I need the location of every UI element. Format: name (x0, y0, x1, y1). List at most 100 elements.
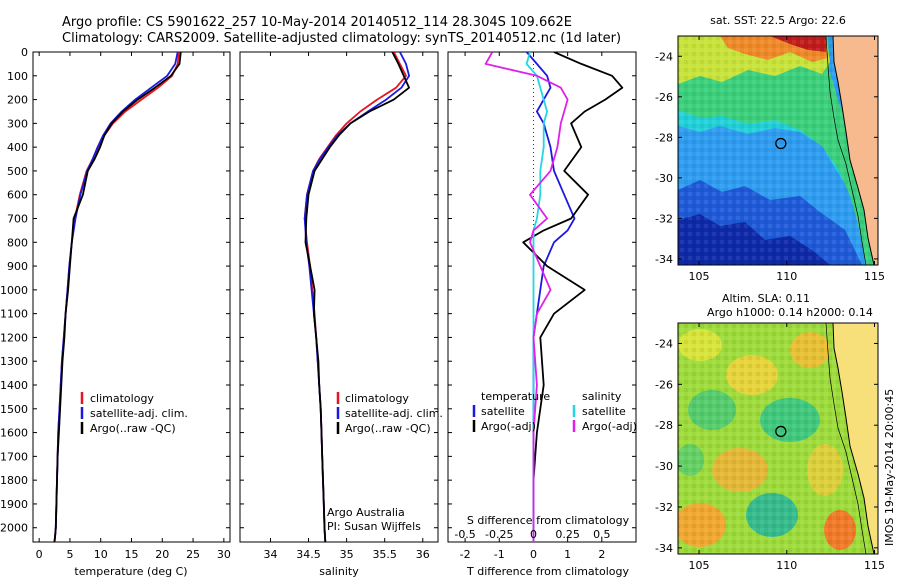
map-x-tick-label: 115 (864, 270, 885, 283)
s-difference-label: S difference from climatology (467, 514, 630, 527)
legend-label-climatology: climatology (345, 392, 409, 405)
difference-x-axis: -2 -1 0 1 2 (460, 52, 605, 561)
figure-title-line2: Climatology: CARS2009. Satellite-adjuste… (62, 31, 621, 46)
salinity-depth-ticks (240, 51, 438, 529)
series-line-t-argo-adj (522, 52, 624, 542)
map-y-tick-label: -32 (655, 212, 673, 225)
x-tick-label: 34 (263, 548, 277, 561)
x-tick-label: 25 (186, 548, 200, 561)
map-y-tick-label: -24 (655, 337, 673, 350)
sla-map-title-line2: Argo h1000: 0.14 h2000: 0.14 (707, 306, 873, 319)
x-tick-label: 20 (155, 548, 169, 561)
map-y-tick-label: -30 (655, 460, 673, 473)
y-tick-label: 1200 (0, 331, 28, 344)
y-tick-label: 200 (7, 94, 28, 107)
s-difference-tick-labels: -0.5 -0.25 0 0.25 0.5 (454, 528, 610, 541)
y-tick-label: 1400 (0, 379, 28, 392)
argo-position-marker (775, 137, 787, 150)
legend-title-salinity: salinity (582, 390, 622, 403)
sst-coastline (832, 36, 875, 265)
sla-map-title-line1: Altim. SLA: 0.11 (722, 292, 810, 305)
sst-map-frame (677, 35, 879, 266)
map-y-tick-label: -34 (655, 542, 673, 555)
x-tick-label: 1 (564, 548, 571, 561)
s-tick-label: 0 (530, 528, 537, 541)
sst-map-title: sat. SST: 22.5 Argo: 22.6 (710, 14, 846, 27)
y-tick-label: 600 (7, 189, 28, 202)
x-tick-label: -1 (494, 548, 505, 561)
map-y-tick-label: -26 (655, 378, 673, 391)
y-tick-label: 1900 (0, 498, 28, 511)
x-tick-label: 30 (217, 548, 231, 561)
series-line-argo-raw-qc (304, 52, 411, 542)
map-y-tick-label: -28 (655, 419, 673, 432)
s-tick-label: 0.5 (593, 528, 611, 541)
sst-map-panel: sat. SST: 22.5 Argo: 22.6 105 110 115 -24 -2… (655, 14, 885, 283)
map-y-tick-label: -32 (655, 501, 673, 514)
sla-map-image (678, 323, 878, 554)
map-y-tick-label: -24 (655, 50, 673, 63)
sla-coastline (832, 323, 875, 554)
salinity-series (303, 52, 411, 542)
x-tick-label: 2 (598, 548, 605, 561)
y-tick-label: 1600 (0, 427, 28, 440)
depth-axis: 0 100 200 300 400 500 600 700 800 900 1000 1100 1200… (0, 46, 230, 535)
y-tick-label: 700 (7, 213, 28, 226)
temperature-series (53, 52, 182, 542)
y-tick-label: 100 (7, 70, 28, 83)
y-tick-label: 1800 (0, 474, 28, 487)
difference-series (484, 52, 624, 542)
x-tick-label: 10 (94, 548, 108, 561)
s-tick-label: -0.25 (485, 528, 513, 541)
figure-title-line1: Argo profile: CS 5901622_257 10-May-2014… (62, 15, 572, 30)
difference-depth-ticks (448, 51, 636, 529)
legend-label-satellite: satellite-adj. clim. (90, 407, 188, 420)
salinity-xlabel: salinity (319, 565, 359, 578)
difference-panel: -2 -1 0 1 2 temperature satellite Argo(-adj)… (447, 51, 637, 578)
y-tick-label: 900 (7, 260, 28, 273)
sla-land (833, 323, 878, 554)
legend-label-t-satellite: satellite (481, 405, 525, 418)
y-tick-label: 0 (21, 46, 28, 59)
x-tick-label: 0 (36, 548, 43, 561)
sla-shelf-contour (825, 323, 867, 554)
legend-label-climatology: climatology (90, 392, 154, 405)
sla-map-frame (677, 322, 879, 555)
s-tick-label: -0.5 (454, 528, 475, 541)
legend-label-s-satellite: satellite (582, 405, 626, 418)
map-x-tick-label: 105 (689, 559, 710, 572)
x-tick-label: 5 (66, 548, 73, 561)
map-y-tick-label: -26 (655, 91, 673, 104)
y-tick-label: 500 (7, 165, 28, 178)
salinity-legend: climatology satellite-adj. clim. Argo(..… (336, 392, 443, 435)
credits-line1: Argo Australia (327, 506, 405, 519)
legend-label-s-argo: Argo(-adj) (582, 420, 637, 433)
temperature-plot-area (32, 51, 231, 543)
sst-shelf-contour (825, 36, 867, 265)
map-y-tick-label: -28 (655, 131, 673, 144)
salinity-plot-area (239, 51, 439, 543)
legend-label-t-argo: Argo(-adj) (481, 420, 536, 433)
x-tick-label: 0 (530, 548, 537, 561)
difference-plot-area (447, 51, 637, 543)
y-tick-label: 400 (7, 141, 28, 154)
x-tick-label: 15 (125, 548, 139, 561)
legend-label-satellite: satellite-adj. clim. (345, 407, 443, 420)
y-tick-label: 1100 (0, 308, 28, 321)
t-difference-xlabel: T difference from climatology (466, 565, 629, 578)
temperature-legend: climatology satellite-adj. clim. Argo(..… (80, 392, 188, 435)
temperature-xlabel: temperature (deg C) (74, 565, 187, 578)
salinity-x-axis: 34 34.5 35 35.5 36 (263, 52, 430, 561)
map-x-tick-label: 110 (776, 559, 797, 572)
difference-legend-salinity: salinity satellite Argo(-adj) (572, 390, 637, 433)
x-tick-label: 35.5 (372, 548, 397, 561)
series-line-argo-raw-qc (53, 52, 182, 542)
legend-title-temperature: temperature (481, 390, 550, 403)
y-tick-label: 1300 (0, 355, 28, 368)
difference-legend-temperature: temperature satellite Argo(-adj) (472, 390, 550, 433)
credits-line2: PI: Susan Wijffels (327, 520, 421, 533)
sla-map-axes: 105 110 115 -24 -26 -28 -30 -32 -34 (655, 323, 885, 572)
legend-label-argo: Argo(..raw -QC) (345, 422, 431, 435)
imos-timestamp: IMOS 19-May-2014 20:00:45 (883, 389, 896, 546)
